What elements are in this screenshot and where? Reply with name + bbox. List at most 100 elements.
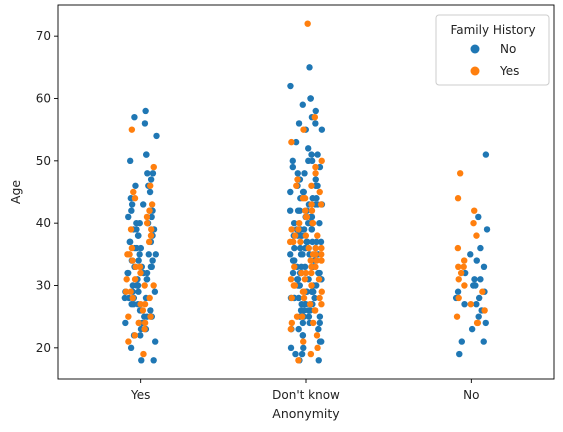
point-yes-don-t-know (293, 182, 300, 189)
point-yes-don-t-know (288, 226, 295, 233)
point-yes-don-t-know (312, 244, 319, 252)
point-no-no (477, 276, 484, 283)
point-no-don-t-know (315, 357, 322, 364)
x-axis: Yes Don't know No (130, 379, 479, 402)
point-yes-yes (137, 301, 144, 308)
point-no-no (480, 338, 487, 345)
point-no-don-t-know (316, 219, 323, 227)
point-yes-yes (131, 276, 139, 283)
point-no-don-t-know (306, 64, 313, 71)
point-yes-don-t-know (306, 301, 314, 308)
point-no-yes (140, 201, 147, 208)
point-yes-yes (130, 188, 137, 196)
point-yes-don-t-know (313, 332, 321, 339)
point-no-don-t-know (290, 219, 298, 227)
data-points (121, 20, 491, 364)
point-no-don-t-know (303, 238, 310, 246)
point-yes-no (473, 232, 480, 239)
point-yes-yes (125, 313, 132, 320)
point-no-don-t-know (301, 170, 308, 177)
point-yes-yes (124, 251, 131, 258)
point-no-don-t-know (299, 101, 306, 108)
point-no-don-t-know (308, 213, 315, 221)
point-yes-don-t-know (298, 313, 306, 320)
point-yes-yes (141, 301, 149, 308)
point-yes-don-t-know (293, 313, 301, 320)
point-no-no (468, 325, 476, 333)
point-no-yes (127, 344, 135, 352)
point-yes-no (455, 263, 462, 270)
point-no-don-t-know (316, 313, 324, 320)
y-tick-label: 30 (36, 279, 51, 293)
point-no-yes (133, 219, 140, 227)
point-yes-no (454, 195, 462, 202)
point-yes-don-t-know (312, 163, 319, 171)
point-no-no (471, 276, 478, 283)
point-no-no (473, 301, 480, 308)
point-no-don-t-know (305, 307, 312, 314)
point-yes-don-t-know (307, 257, 314, 264)
point-no-don-t-know (287, 344, 295, 352)
point-yes-don-t-know (312, 263, 319, 270)
point-no-don-t-know (316, 319, 323, 327)
point-no-yes (135, 257, 142, 264)
point-yes-no (460, 263, 467, 270)
point-no-no (483, 226, 491, 233)
point-yes-yes (147, 232, 155, 239)
y-axis-title: Age (8, 180, 23, 204)
y-axis: 20 30 40 50 60 70 (36, 29, 58, 355)
point-yes-yes (131, 195, 139, 202)
point-yes-don-t-know (318, 244, 325, 252)
point-no-no (482, 319, 489, 327)
point-yes-don-t-know (309, 251, 317, 258)
point-yes-don-t-know (288, 138, 295, 146)
point-yes-no (461, 257, 468, 264)
point-yes-yes (127, 226, 135, 233)
point-yes-don-t-know (318, 251, 325, 258)
point-yes-yes (147, 182, 154, 189)
point-yes-yes (143, 213, 151, 221)
point-no-yes (146, 188, 154, 196)
point-no-don-t-know (308, 151, 315, 158)
x-tick-label: Yes (130, 388, 150, 402)
point-yes-yes (139, 307, 147, 314)
point-yes-don-t-know (302, 207, 309, 214)
point-yes-no (455, 294, 462, 302)
point-yes-don-t-know (288, 319, 296, 327)
point-no-don-t-know (307, 95, 314, 102)
point-yes-yes (129, 257, 136, 264)
point-no-yes (144, 170, 151, 177)
y-tick-label: 50 (36, 154, 51, 168)
point-no-don-t-know (300, 188, 307, 196)
point-yes-yes (146, 294, 153, 302)
point-no-yes (141, 120, 149, 127)
point-yes-yes (146, 207, 153, 214)
point-no-yes (153, 132, 160, 140)
point-yes-yes (129, 294, 136, 302)
point-yes-don-t-know (308, 201, 315, 208)
point-yes-yes (150, 163, 157, 171)
point-no-don-t-know (308, 226, 316, 233)
point-yes-no (470, 219, 477, 227)
point-no-yes (125, 213, 132, 221)
point-yes-yes (127, 288, 134, 295)
point-no-don-t-know (294, 170, 301, 177)
legend-label-no: No (500, 42, 516, 56)
point-no-yes (128, 207, 135, 214)
point-yes-yes (140, 350, 147, 358)
y-tick-label: 70 (36, 29, 51, 43)
point-yes-don-t-know (302, 232, 310, 239)
point-yes-don-t-know (288, 294, 295, 302)
point-yes-don-t-know (301, 288, 308, 295)
point-yes-don-t-know (312, 170, 319, 177)
point-no-yes (151, 288, 159, 295)
point-no-yes (148, 263, 155, 270)
point-no-yes (136, 251, 143, 258)
point-yes-no (457, 269, 465, 277)
point-yes-don-t-know (314, 232, 321, 239)
point-no-don-t-know (313, 195, 320, 202)
point-no-yes (128, 301, 135, 308)
point-yes-don-t-know (313, 257, 320, 264)
point-yes-no (467, 301, 475, 308)
point-yes-don-t-know (300, 294, 308, 302)
